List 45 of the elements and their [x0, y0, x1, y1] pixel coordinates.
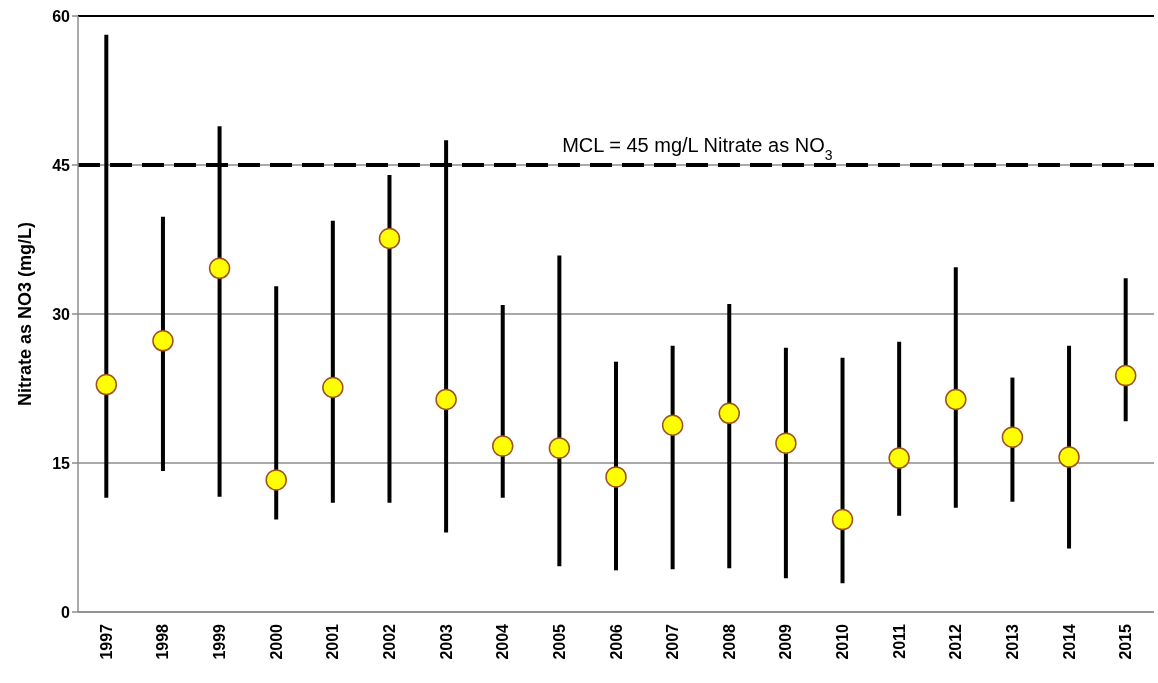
point: [265, 469, 287, 491]
x-tick-label: 2012: [947, 623, 965, 660]
x-tick-label: 2005: [550, 623, 568, 660]
point: [322, 376, 344, 399]
point: [661, 414, 684, 436]
point: [1114, 364, 1137, 387]
point: [1001, 426, 1024, 448]
x-tick-label: 2008: [720, 623, 738, 660]
point: [435, 388, 457, 411]
x-tick-label: 2009: [777, 623, 795, 660]
y-tick-label: 0: [61, 603, 71, 621]
x-tick-label: 2014: [1060, 623, 1078, 660]
point: [775, 432, 797, 454]
x-tick-label: 2013: [1003, 623, 1021, 660]
x-tick-label: 2002: [380, 623, 398, 660]
y-axis-title: Nitrate as NO3 (mg/L): [15, 221, 36, 407]
point: [95, 373, 118, 396]
point: [378, 227, 401, 250]
x-tick-label: 2011: [890, 623, 908, 659]
x-tick-label: 2004: [494, 623, 512, 660]
point: [888, 447, 910, 469]
x-tick-label: 1999: [211, 623, 229, 660]
y-tick-label: 15: [52, 454, 71, 472]
point: [548, 437, 571, 459]
x-tick-label: 2006: [607, 623, 625, 660]
point: [718, 402, 741, 425]
ref-line-label: MCL = 45 mg/L Nitrate as NO$_{3}$: [562, 134, 833, 163]
y-tick-label: 45: [52, 156, 71, 174]
point: [1058, 446, 1080, 468]
x-tick-label: 1997: [97, 623, 115, 660]
x-tick-label: 2010: [834, 623, 852, 660]
x-tick-label: 1998: [154, 623, 172, 660]
x-tick-label: 2007: [664, 623, 682, 660]
x-tick-label: 2000: [267, 623, 285, 660]
point: [945, 388, 967, 411]
x-tick-label: 2015: [1117, 623, 1135, 660]
y-tick-label: 30: [52, 305, 71, 323]
point: [152, 330, 174, 352]
point: [208, 257, 231, 280]
y-tick-label: 60: [52, 7, 71, 25]
point: [605, 466, 627, 488]
x-tick-label: 2001: [324, 623, 342, 660]
x-tick-label: 2003: [437, 623, 455, 660]
point: [491, 435, 514, 457]
point: [831, 508, 854, 531]
